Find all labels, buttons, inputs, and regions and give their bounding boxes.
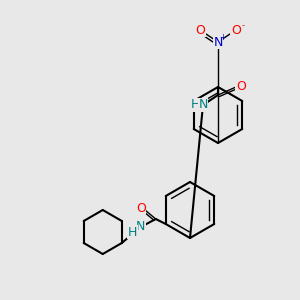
- Text: N: N: [136, 220, 146, 233]
- Text: N: N: [198, 98, 208, 112]
- Text: H: H: [128, 226, 137, 238]
- Text: +: +: [220, 32, 226, 41]
- Text: O: O: [231, 23, 241, 37]
- Text: O: O: [136, 202, 146, 215]
- Text: O: O: [236, 80, 246, 94]
- Text: N: N: [213, 35, 223, 49]
- Text: -: -: [242, 22, 244, 31]
- Text: O: O: [195, 23, 205, 37]
- Text: H: H: [190, 98, 200, 112]
